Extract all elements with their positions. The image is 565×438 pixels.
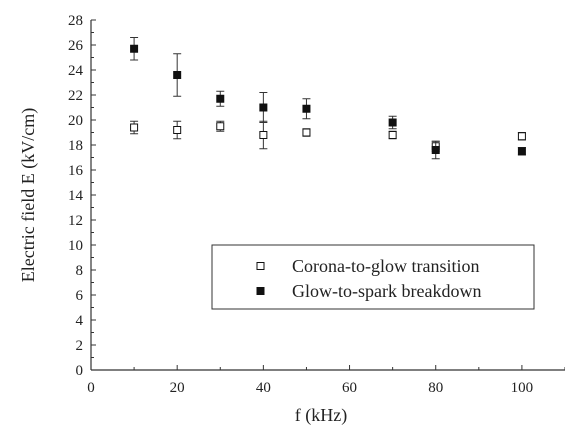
legend-label: Glow-to-spark breakdown [292,281,481,301]
legend-label: Corona-to-glow transition [292,256,479,276]
y-tick-label: 0 [76,363,84,379]
glow-to-spark-point [216,94,225,103]
corona-to-glow-point [388,131,397,139]
x-axis-label: f (kHz) [295,405,347,426]
legend-box [211,244,535,310]
glow-to-spark-point [130,44,139,53]
x-tick-label: 60 [342,380,357,396]
glow-to-spark-point [302,104,311,113]
glow-to-spark-point [259,103,268,112]
y-tick-label: 24 [68,63,84,79]
legend-marker [256,287,265,295]
legend-marker [256,262,265,270]
corona-to-glow-point [517,132,526,141]
y-tick-label: 16 [68,163,84,179]
x-tick-label: 80 [428,380,443,396]
y-tick-label: 28 [68,13,83,29]
y-tick-label: 12 [68,213,83,229]
corona-to-glow-point [302,128,311,137]
y-tick-label: 10 [68,238,83,254]
x-tick-label: 20 [170,380,185,396]
glow-to-spark-point [388,118,397,127]
y-tick-label: 22 [68,88,83,104]
corona-to-glow-point [130,123,139,132]
x-tick-label: 100 [511,380,534,396]
y-tick-label: 4 [76,313,84,329]
y-tick-label: 14 [68,188,84,204]
y-axis-label: Electric field E (kV/cm) [18,108,39,282]
y-tick-label: 20 [68,113,83,129]
x-tick-label: 40 [256,380,271,396]
corona-to-glow-point [173,126,182,134]
y-tick-label: 8 [76,263,84,279]
glow-to-spark-point [431,146,440,154]
glow-to-spark-point [517,147,526,156]
corona-to-glow-point [259,131,268,139]
x-tick-label: 0 [87,380,95,396]
y-tick-label: 18 [68,138,83,154]
y-tick-label: 26 [68,38,84,54]
glow-to-spark-point [173,71,182,79]
y-tick-label: 2 [76,338,84,354]
corona-to-glow-point [216,122,225,131]
y-tick-label: 6 [76,288,84,304]
